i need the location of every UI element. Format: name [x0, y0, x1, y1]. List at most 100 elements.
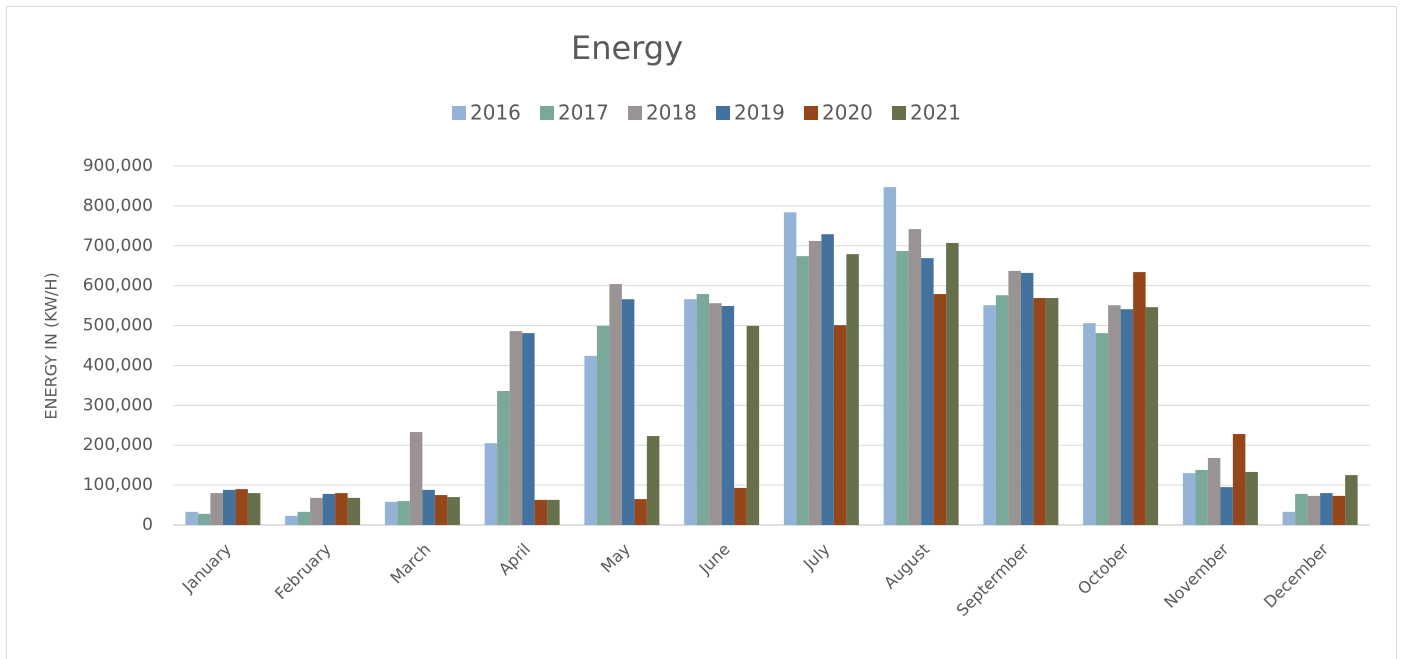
bar — [1320, 493, 1333, 525]
bar — [335, 493, 348, 525]
legend-label: 2018 — [646, 101, 697, 125]
bar — [709, 303, 722, 525]
bar — [1207, 457, 1221, 525]
bar — [1133, 272, 1146, 525]
y-tick-label: 100,000 — [83, 475, 153, 495]
legend-swatch — [628, 106, 642, 120]
y-tick-label: 700,000 — [83, 236, 153, 256]
bar — [921, 258, 934, 525]
legend-label: 2019 — [734, 101, 785, 125]
bar — [1008, 270, 1021, 525]
bar — [322, 493, 336, 525]
x-tick-label: December — [1260, 539, 1332, 611]
bar — [684, 299, 697, 525]
chart-border — [6, 6, 1397, 659]
bar — [1195, 469, 1208, 525]
bar — [946, 242, 959, 526]
legend-swatch — [452, 106, 466, 120]
bar — [696, 294, 710, 525]
bar — [310, 497, 323, 525]
bar — [1345, 475, 1358, 525]
bar — [222, 489, 236, 525]
bar — [422, 489, 435, 525]
legend-label: 2017 — [558, 101, 609, 125]
x-tick-label: August — [880, 540, 933, 593]
bar — [185, 511, 198, 525]
x-tick-label: June — [695, 540, 734, 579]
bar — [584, 355, 597, 525]
y-tick-label: 800,000 — [83, 196, 153, 216]
bar — [484, 443, 498, 525]
bar — [734, 487, 747, 525]
x-tick-label: March — [386, 540, 434, 588]
bar — [397, 501, 410, 525]
legend-swatch — [716, 106, 730, 120]
bar — [983, 305, 996, 525]
legend-swatch — [540, 106, 554, 120]
bar — [1307, 495, 1321, 525]
bar — [1108, 305, 1121, 525]
bar — [235, 489, 248, 525]
bar — [1145, 307, 1159, 525]
bar — [995, 295, 1009, 525]
bar — [1245, 471, 1258, 525]
bar — [1045, 298, 1059, 525]
bar — [447, 497, 460, 525]
bar — [783, 212, 797, 525]
bar — [210, 493, 223, 525]
x-tick-label: Septermber — [952, 539, 1033, 620]
y-tick-label: 500,000 — [83, 316, 153, 336]
bar — [883, 187, 897, 525]
legend-label: 2016 — [470, 101, 521, 125]
x-tick-label: January — [178, 540, 235, 597]
bar — [1083, 323, 1096, 525]
bar — [1332, 495, 1346, 525]
bar — [247, 493, 261, 525]
bar — [1295, 493, 1308, 525]
bar — [547, 499, 560, 525]
bar — [297, 511, 311, 525]
bar — [621, 299, 635, 525]
legend-label: 2020 — [822, 101, 873, 125]
bar — [1095, 333, 1109, 525]
bar — [285, 515, 298, 525]
bar — [1120, 309, 1134, 525]
bar — [1182, 473, 1196, 525]
bar — [384, 501, 398, 525]
bar — [1232, 434, 1246, 525]
bar — [497, 390, 510, 525]
bar — [347, 497, 361, 525]
y-tick-label: 200,000 — [83, 435, 153, 455]
y-tick-label: 900,000 — [83, 156, 153, 176]
bar — [933, 294, 947, 525]
bar — [1220, 487, 1233, 525]
bar — [808, 240, 822, 526]
legend-label: 2021 — [910, 101, 961, 125]
x-tick-label: November — [1160, 539, 1233, 612]
chart-title: Energy — [571, 29, 683, 67]
bar — [509, 331, 523, 525]
bar — [197, 513, 211, 525]
bar — [896, 250, 909, 526]
legend-swatch — [892, 106, 906, 120]
legend-swatch — [804, 106, 818, 120]
y-tick-label: 0 — [142, 515, 153, 535]
x-tick-label: October — [1074, 539, 1133, 598]
bar — [1020, 272, 1034, 525]
x-tick-label: July — [799, 540, 833, 574]
bar — [522, 333, 535, 525]
y-tick-label: 600,000 — [83, 276, 153, 296]
bar — [646, 436, 660, 525]
bar — [846, 254, 859, 525]
x-tick-label: February — [271, 540, 335, 604]
bar — [1282, 511, 1296, 525]
bar — [596, 325, 610, 525]
bar — [534, 499, 548, 525]
bar — [721, 306, 735, 525]
bar — [609, 284, 622, 525]
bar — [908, 229, 922, 525]
y-axis-label: ENERGY IN (KW/H) — [42, 272, 61, 419]
y-tick-label: 300,000 — [83, 395, 153, 415]
